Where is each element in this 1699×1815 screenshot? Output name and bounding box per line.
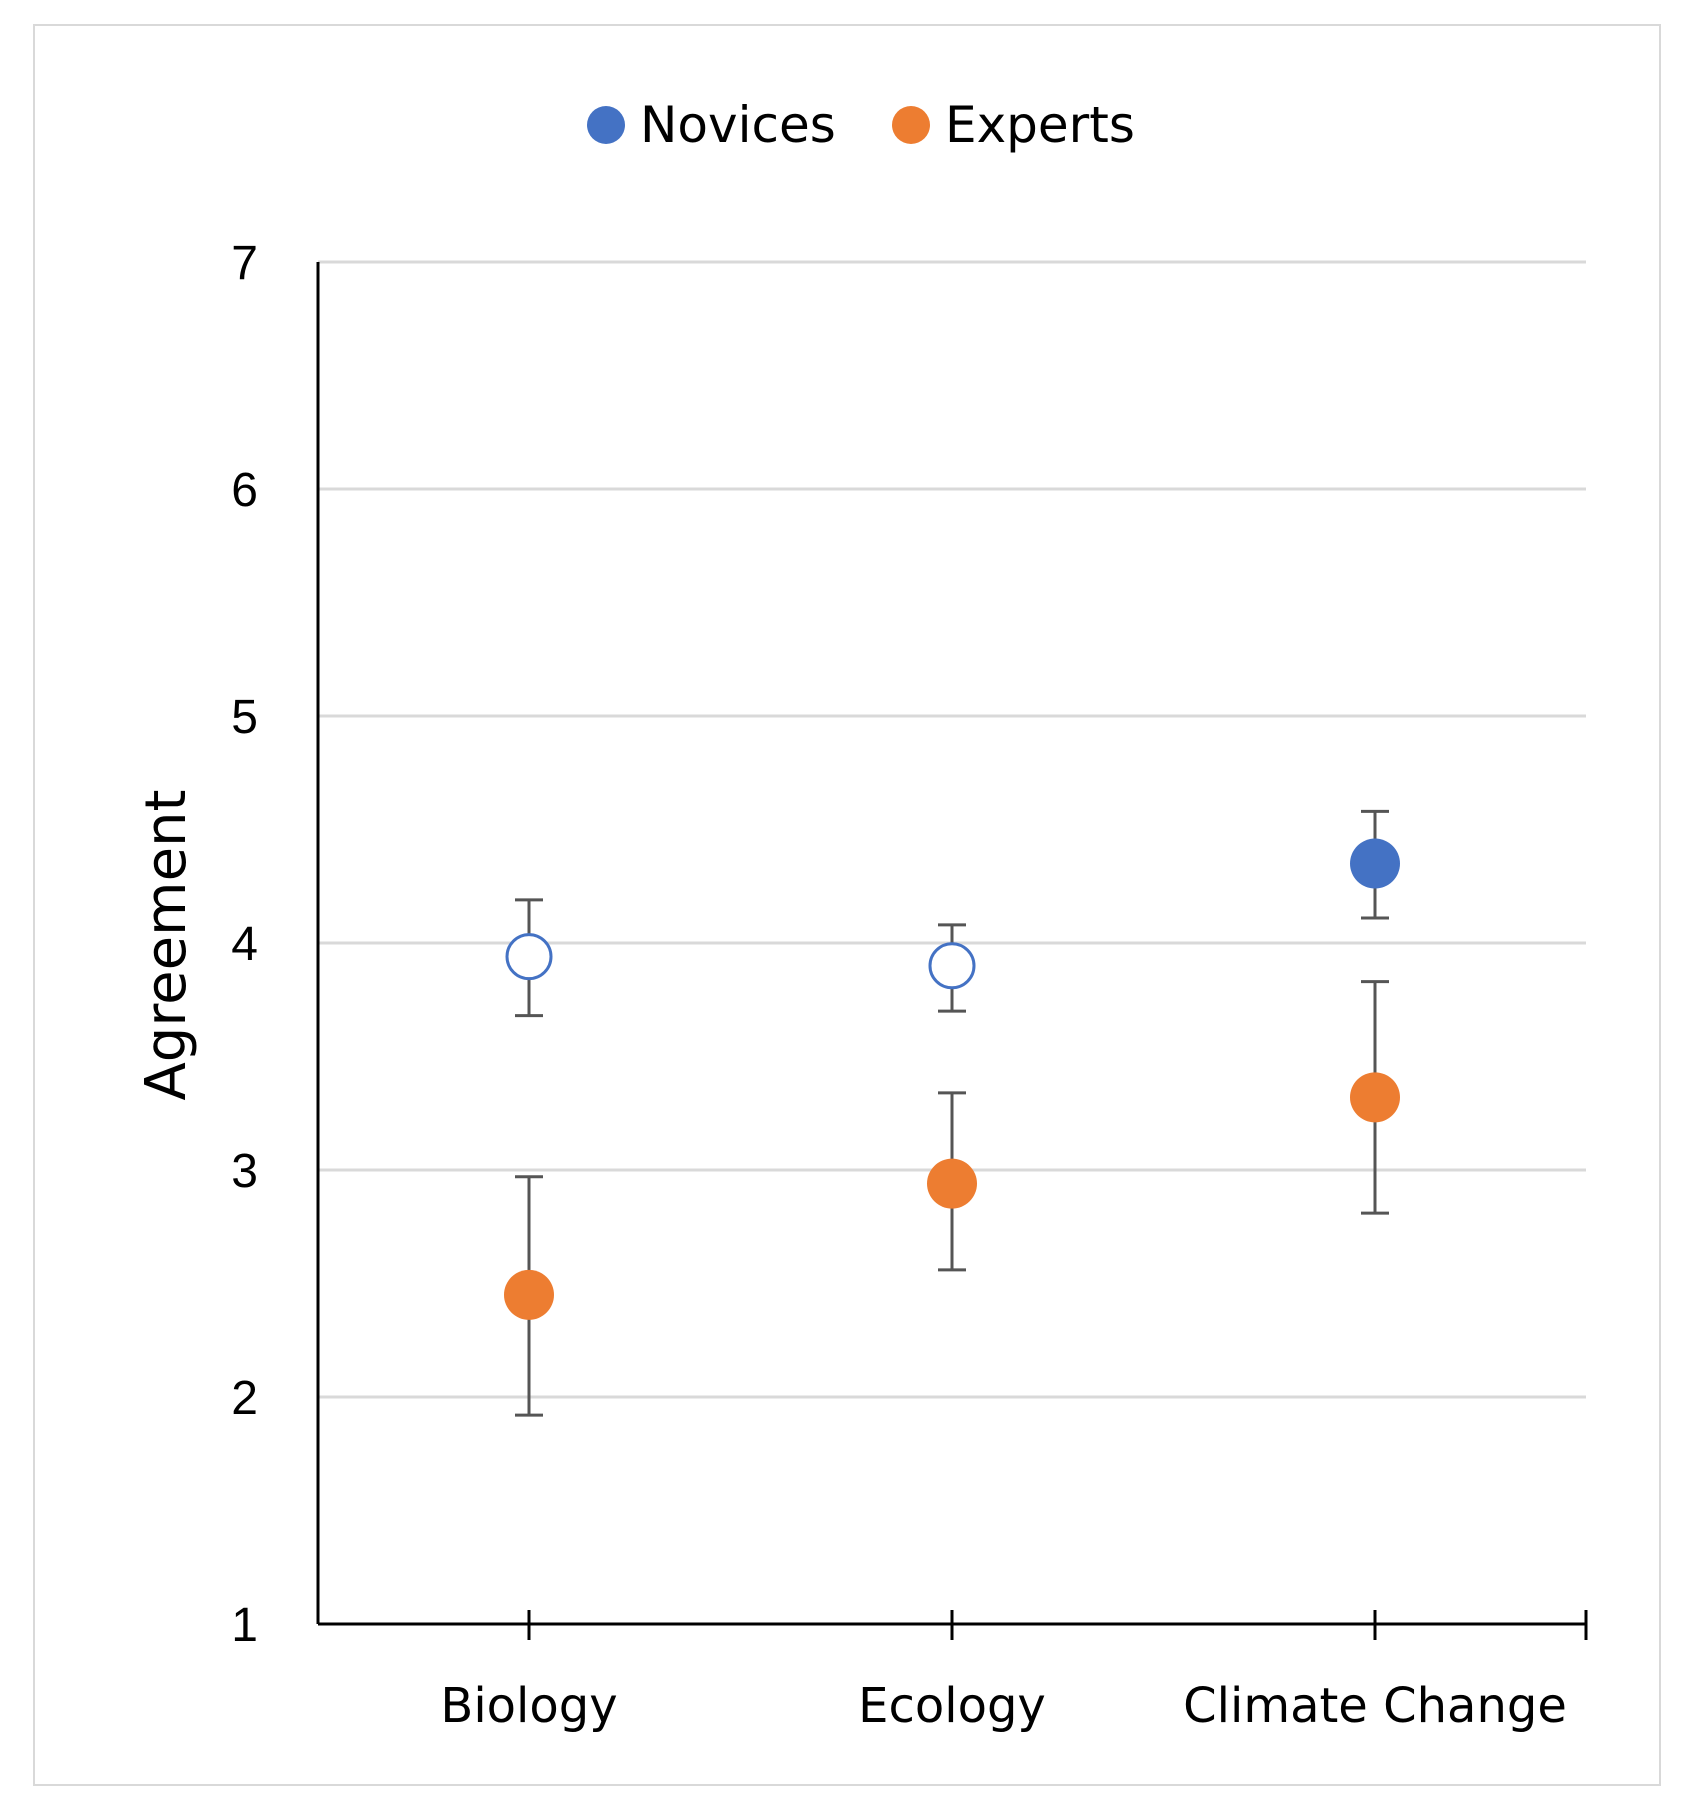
y-tick-label: 2 — [231, 1372, 258, 1425]
legend-label: Experts — [945, 96, 1135, 154]
y-tick-label: 7 — [231, 237, 258, 290]
chart-frame — [33, 24, 1661, 1786]
x-category-labels: Biology Ecology Climate Change — [440, 1678, 1566, 1734]
x-category-label: Ecology — [858, 1678, 1046, 1734]
legend-item-experts: Experts — [892, 96, 1135, 154]
y-tick-label: 1 — [231, 1599, 258, 1652]
error-bars — [515, 809, 1389, 1417]
point-experts-climate-change — [1350, 1072, 1400, 1123]
point-novices-ecology — [928, 942, 976, 990]
y-tick-labels: 1 2 3 4 5 6 7 — [231, 237, 258, 1652]
point-novices-biology — [505, 933, 553, 981]
y-axis-label: Agreement — [134, 789, 199, 1100]
legend-label: Novices — [640, 96, 836, 154]
y-tick-label: 6 — [231, 464, 258, 517]
point-experts-ecology — [927, 1158, 977, 1209]
y-tick-label: 4 — [231, 918, 258, 971]
y-tick-label: 5 — [231, 691, 258, 744]
y-tick-label: 3 — [231, 1145, 258, 1198]
x-axis-ticks — [527, 1610, 1588, 1640]
legend-marker-experts — [892, 106, 930, 144]
x-category-label: Climate Change — [1183, 1678, 1567, 1734]
legend-marker-novices — [587, 106, 625, 144]
data-points — [504, 838, 1400, 1320]
legend-item-novices: Novices — [587, 96, 836, 154]
x-category-label: Biology — [440, 1678, 617, 1734]
point-novices-climate-change — [1350, 838, 1400, 889]
legend: Novices Experts — [587, 96, 1135, 154]
point-experts-biology — [504, 1269, 554, 1320]
